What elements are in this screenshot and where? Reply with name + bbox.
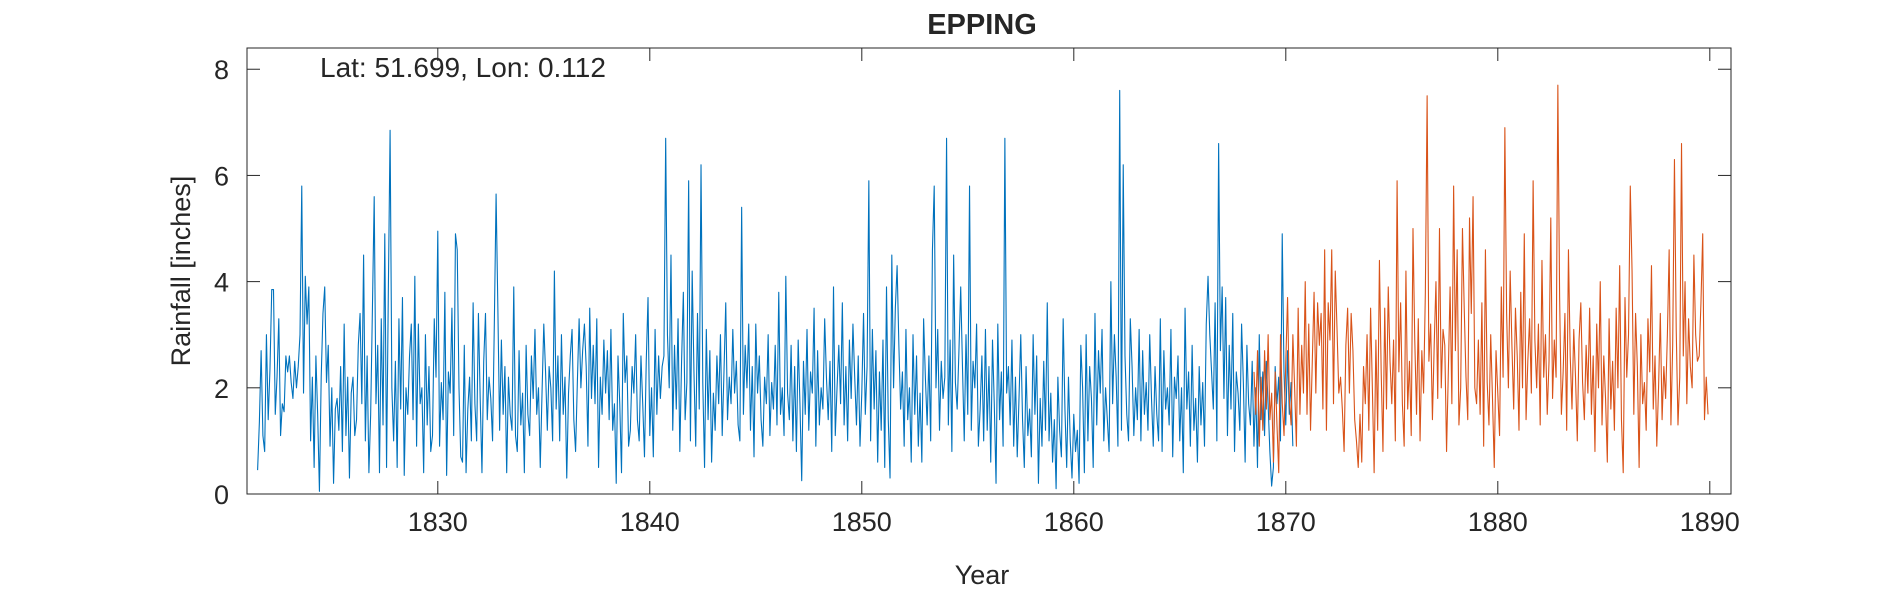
x-tick-label-1850: 1850 [832, 507, 892, 537]
y-tick-label-4: 4 [214, 268, 229, 298]
x-tick-label-1840: 1840 [620, 507, 680, 537]
y-tick-label-8: 8 [214, 55, 229, 85]
chart-title: EPPING [927, 9, 1037, 41]
plot-area [246, 47, 1732, 495]
x-tick-label-1860: 1860 [1044, 507, 1104, 537]
x-axis-label: Year [955, 560, 1010, 590]
x-axis-ticks: 1830 1840 1850 1860 1870 1880 1890 [408, 48, 1740, 537]
y-tick-label-2: 2 [214, 374, 229, 404]
y-tick-label-6: 6 [214, 161, 229, 191]
x-tick-label-1880: 1880 [1468, 507, 1528, 537]
x-tick-label-1870: 1870 [1256, 507, 1316, 537]
x-tick-label-1890: 1890 [1680, 507, 1740, 537]
y-axis-ticks: 0 2 4 6 8 [214, 55, 1731, 510]
location-annotation: Lat: 51.699, Lon: 0.112 [320, 52, 606, 83]
series-line-2 [1253, 84, 1709, 474]
series-layer [257, 84, 1709, 492]
series-line-1 [257, 89, 1294, 492]
x-tick-label-1830: 1830 [408, 507, 468, 537]
y-axis-label: Rainfall [inches] [166, 176, 196, 367]
y-tick-label-0: 0 [214, 480, 229, 510]
